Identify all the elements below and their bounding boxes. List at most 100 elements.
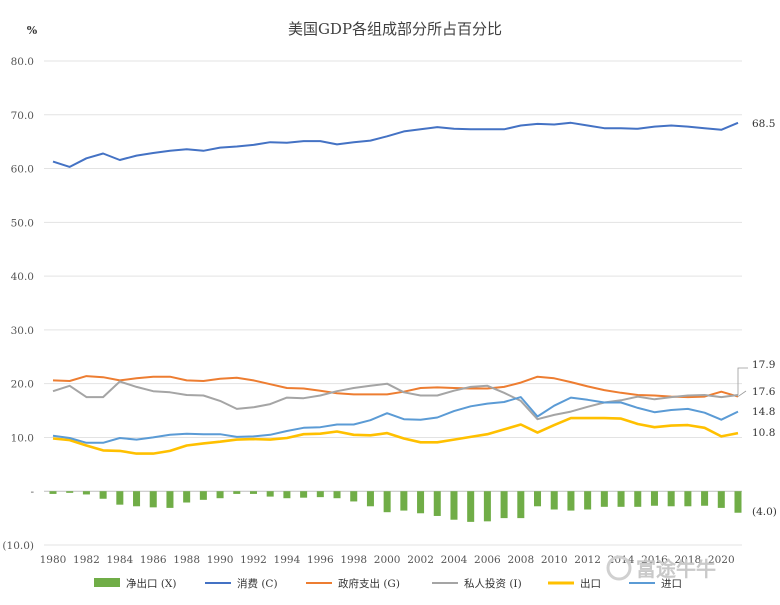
bar <box>183 491 191 503</box>
end-label: (4.0) <box>752 506 777 518</box>
leader-line <box>737 390 747 397</box>
bar <box>216 491 224 499</box>
bar <box>166 491 174 508</box>
bar <box>450 491 458 520</box>
bar <box>266 491 274 497</box>
bar <box>283 491 291 499</box>
legend-label: 净出口 (X) <box>126 577 177 590</box>
x-tick-label: 2000 <box>374 554 401 566</box>
series-line <box>52 416 739 455</box>
x-tick-label: 2010 <box>541 554 568 566</box>
end-label: 10.8 <box>752 427 775 439</box>
x-tick-label: 1982 <box>73 554 100 566</box>
x-tick-label: 2008 <box>507 554 534 566</box>
y-tick-label: 70.0 <box>11 110 34 122</box>
bar <box>567 491 575 511</box>
bar <box>600 491 608 507</box>
y-tick-label: 30.0 <box>11 325 34 337</box>
x-tick-label: 1996 <box>307 554 334 566</box>
y-tick-label: 10.0 <box>11 432 34 444</box>
bar <box>400 491 408 511</box>
x-tick-label: 1994 <box>274 554 301 566</box>
bar <box>116 491 124 505</box>
legend-label: 私人投资 (I) <box>464 577 522 590</box>
bar <box>550 491 558 510</box>
bar <box>717 491 725 508</box>
legend-label: 出口 <box>580 577 601 590</box>
bar <box>149 491 157 508</box>
bar <box>534 491 542 507</box>
x-tick-label: 2012 <box>574 554 601 566</box>
end-label: 14.8 <box>752 406 775 418</box>
bar <box>467 491 475 522</box>
x-tick-label: 1998 <box>340 554 367 566</box>
bar <box>617 491 625 507</box>
y-axis: 80.0 70.0 60.0 50.0 40.0 30.0 20.0 10.0 - (10.0) <box>2 56 34 552</box>
end-labels: 68.5 17.9 17.6 14.8 10.8 (4.0) <box>737 118 777 518</box>
bar <box>199 491 207 500</box>
bar <box>66 491 74 493</box>
watermark-logo-icon <box>606 555 632 581</box>
bar <box>483 491 491 522</box>
series-lines <box>52 121 739 455</box>
y-tick-label: 60.0 <box>11 164 34 176</box>
bar <box>500 491 508 519</box>
series-line <box>52 121 739 168</box>
leader-line <box>737 367 748 395</box>
x-tick-label: 2020 <box>708 554 735 566</box>
bar <box>350 491 358 502</box>
bar <box>701 491 709 506</box>
bar <box>333 491 341 499</box>
series-line <box>52 375 739 399</box>
end-label: 17.6 <box>752 386 776 398</box>
series-line <box>52 380 739 421</box>
legend-label: 政府支出 (G) <box>338 577 400 590</box>
bar <box>684 491 692 507</box>
bar <box>133 491 141 507</box>
y-tick-label: 50.0 <box>11 217 34 229</box>
x-tick-label: 1980 <box>40 554 67 566</box>
bar <box>383 491 391 513</box>
x-tick-label: 1988 <box>173 554 200 566</box>
bar <box>366 491 374 507</box>
x-tick-label: 1984 <box>106 554 133 566</box>
end-label: 68.5 <box>752 118 775 130</box>
y-unit-label: % <box>27 24 38 37</box>
bar <box>417 491 425 514</box>
watermark: 富途牛牛 <box>606 555 716 581</box>
bar <box>99 491 107 499</box>
bar <box>650 491 658 506</box>
bar <box>249 491 257 494</box>
bar <box>667 491 675 507</box>
bar <box>300 491 308 498</box>
y-tick-label: 40.0 <box>11 271 34 283</box>
gridlines <box>44 60 742 546</box>
x-tick-label: 2016 <box>641 554 668 566</box>
watermark-text: 富途牛牛 <box>636 557 716 581</box>
legend: 净出口 (X) 消费 (C) 政府支出 (G) 私人投资 (I) 出口 进口 <box>94 577 682 590</box>
end-label: 17.9 <box>752 359 775 371</box>
bar <box>634 491 642 507</box>
bar <box>49 491 57 494</box>
bar <box>233 491 241 494</box>
series-line <box>52 396 739 444</box>
x-tick-label: 2018 <box>675 554 702 566</box>
bar <box>82 491 90 495</box>
legend-label: 消费 (C) <box>237 577 278 590</box>
y-tick-label: 20.0 <box>11 379 34 391</box>
bar <box>584 491 592 510</box>
bar <box>734 491 742 513</box>
bar <box>316 491 324 498</box>
y-tick-label: 80.0 <box>11 56 34 68</box>
x-tick-label: 1992 <box>240 554 267 566</box>
legend-label: 进口 <box>661 578 682 590</box>
y-tick-label: - <box>30 486 34 498</box>
x-tick-label: 2004 <box>441 554 468 566</box>
chart-title: 美国GDP各组成部分所占百分比 <box>288 20 502 38</box>
net-export-bars <box>49 491 742 522</box>
x-tick-label: 2006 <box>474 554 501 566</box>
x-tick-label: 1986 <box>140 554 167 566</box>
bar <box>517 491 525 519</box>
legend-swatch <box>94 578 120 587</box>
